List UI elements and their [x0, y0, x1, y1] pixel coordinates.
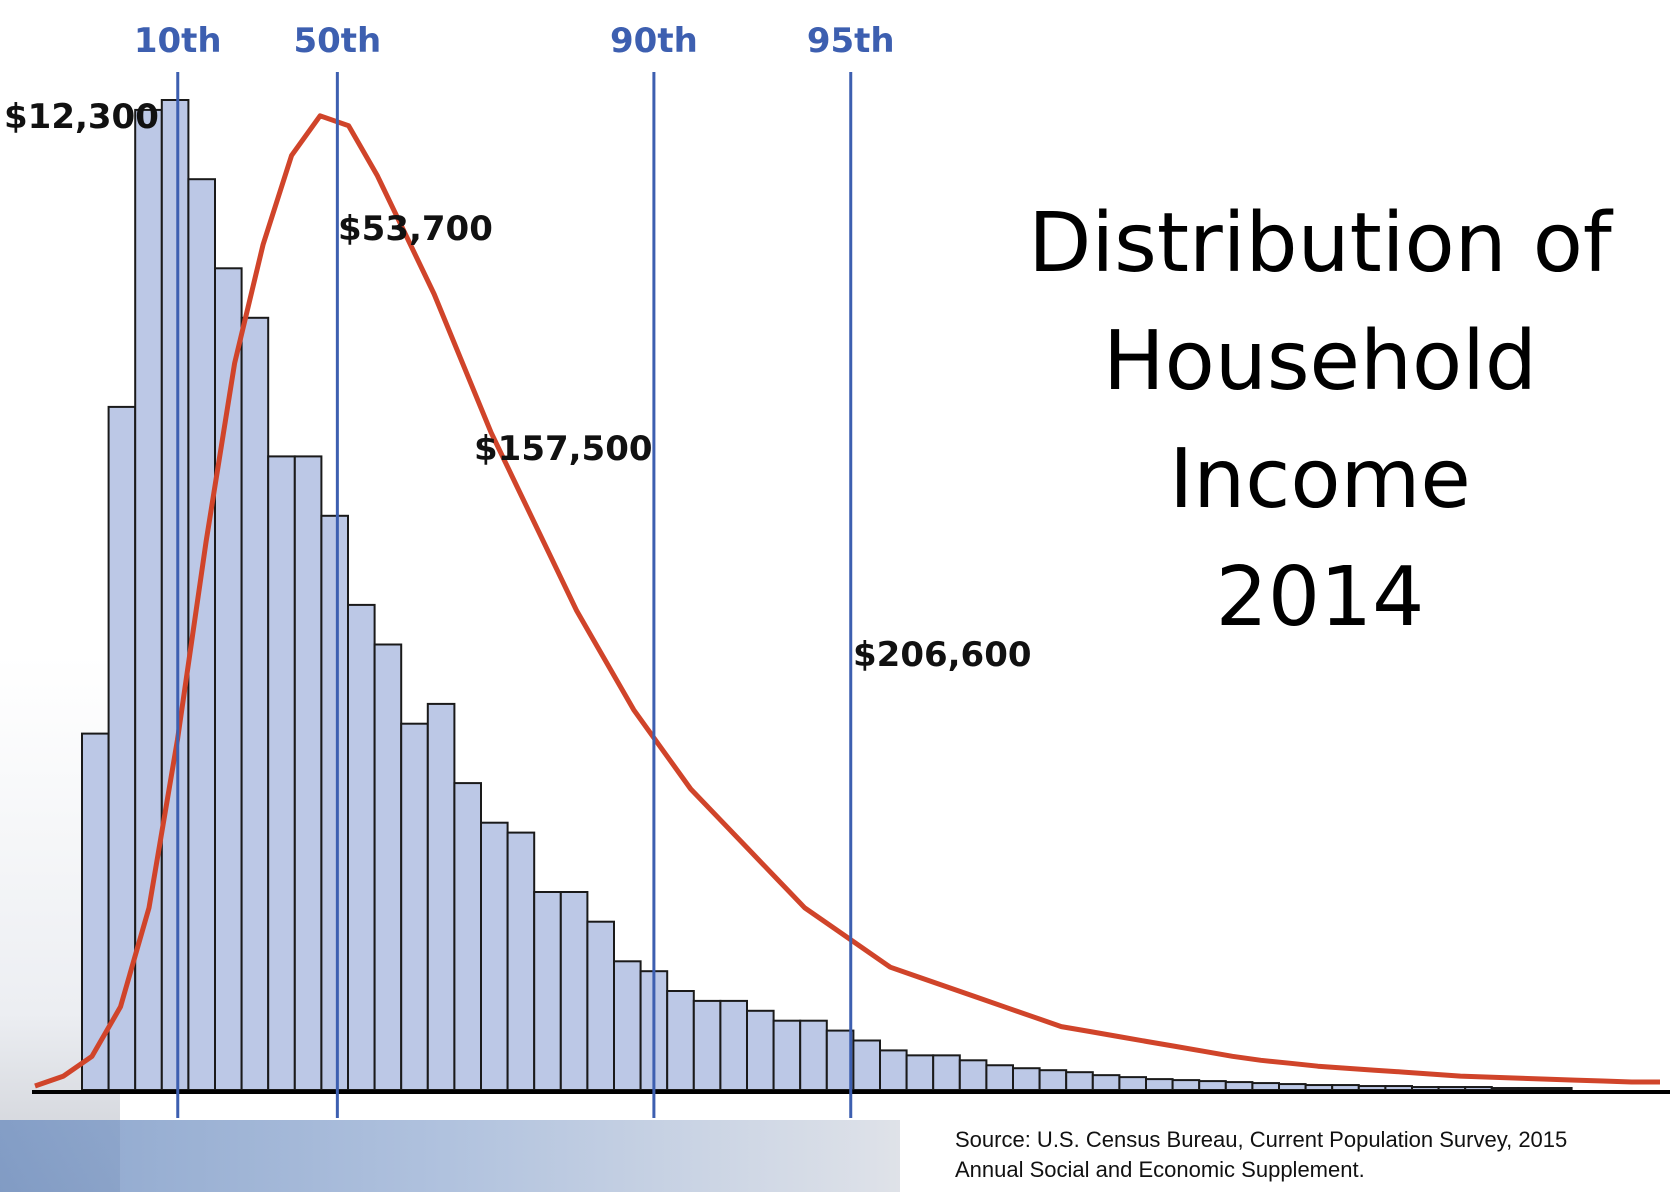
histogram-bar	[1038, 1069, 1068, 1091]
histogram-bar	[1091, 1074, 1121, 1092]
histogram-bar	[506, 831, 536, 1091]
histogram-bar	[347, 603, 376, 1092]
title-line: Income	[1169, 432, 1471, 527]
title-line: Distribution of	[1028, 196, 1612, 291]
histogram-bar	[746, 1009, 775, 1091]
histogram-bar	[932, 1054, 961, 1091]
density-curve	[34, 113, 1660, 1089]
chart-title: Distribution of Household Income 2014	[1000, 185, 1640, 657]
histogram-bar	[879, 1049, 908, 1092]
histogram-bar	[1437, 1086, 1467, 1092]
histogram-bar	[1304, 1084, 1334, 1092]
title-line: Household	[1103, 314, 1537, 409]
histogram-bar	[1517, 1087, 1547, 1092]
histogram-bar	[1251, 1082, 1281, 1091]
histogram-bar	[799, 1019, 828, 1092]
title-line: 2014	[1215, 550, 1425, 645]
percentile-value-label: $12,300	[4, 97, 159, 137]
histogram-bar	[1278, 1083, 1307, 1092]
histogram-bar	[1464, 1086, 1493, 1092]
histogram-bar	[107, 405, 137, 1091]
histogram-bar	[267, 455, 296, 1091]
source-note: Source: U.S. Census Bureau, Current Popu…	[955, 1125, 1655, 1185]
histogram-bar	[1384, 1085, 1414, 1092]
histogram-bar	[1118, 1076, 1148, 1092]
histogram-bar	[160, 99, 190, 1091]
histogram-bar	[1012, 1067, 1041, 1091]
histogram-bar	[692, 999, 722, 1092]
histogram-bar	[586, 920, 616, 1092]
percentile-markers: 10th $12,300 50th $53,700 90th $157,500 95th $2…	[4, 21, 1032, 1118]
histogram-bar	[985, 1064, 1015, 1091]
histogram-bar	[559, 891, 589, 1091]
histogram-bar	[719, 999, 749, 1092]
histogram-bar	[613, 960, 642, 1091]
histogram-bars	[81, 99, 1573, 1092]
histogram-bar	[453, 782, 482, 1091]
histogram-bar	[1065, 1071, 1094, 1092]
histogram-bar	[1198, 1080, 1227, 1091]
background-bottom-band	[0, 1120, 900, 1192]
percentile-value-label: $53,700	[338, 209, 493, 249]
histogram-bar	[426, 702, 456, 1092]
percentile-label: 10th	[134, 21, 222, 61]
histogram-bar	[1490, 1087, 1520, 1092]
histogram-bar	[1145, 1078, 1174, 1091]
histogram-bar	[1331, 1084, 1360, 1092]
histogram-bar	[852, 1039, 882, 1091]
histogram-bar	[666, 990, 695, 1091]
histogram-bar	[958, 1059, 988, 1092]
histogram-bar	[480, 821, 509, 1091]
histogram-bar	[373, 643, 403, 1091]
histogram-bar	[1411, 1086, 1440, 1092]
histogram-bar	[1224, 1081, 1254, 1091]
histogram-bar	[772, 1019, 802, 1092]
histogram-bar	[240, 316, 270, 1091]
histogram-bar	[905, 1054, 935, 1091]
histogram-bar	[1544, 1087, 1573, 1092]
percentile-label: 95th	[807, 21, 895, 61]
histogram-bar	[533, 891, 562, 1091]
percentile-value-label: $206,600	[853, 635, 1032, 675]
histogram-bar	[400, 722, 429, 1091]
histogram-bar	[293, 455, 323, 1091]
percentile-value-label: $157,500	[474, 429, 653, 469]
histogram-bar	[320, 514, 349, 1091]
percentile-label: 50th	[293, 21, 381, 61]
percentile-label: 90th	[610, 21, 698, 61]
source-line: Source: U.S. Census Bureau, Current Popu…	[955, 1127, 1568, 1152]
source-line: Annual Social and Economic Supplement.	[955, 1157, 1365, 1182]
histogram-bar	[1357, 1085, 1387, 1092]
histogram-bar	[1171, 1079, 1201, 1091]
